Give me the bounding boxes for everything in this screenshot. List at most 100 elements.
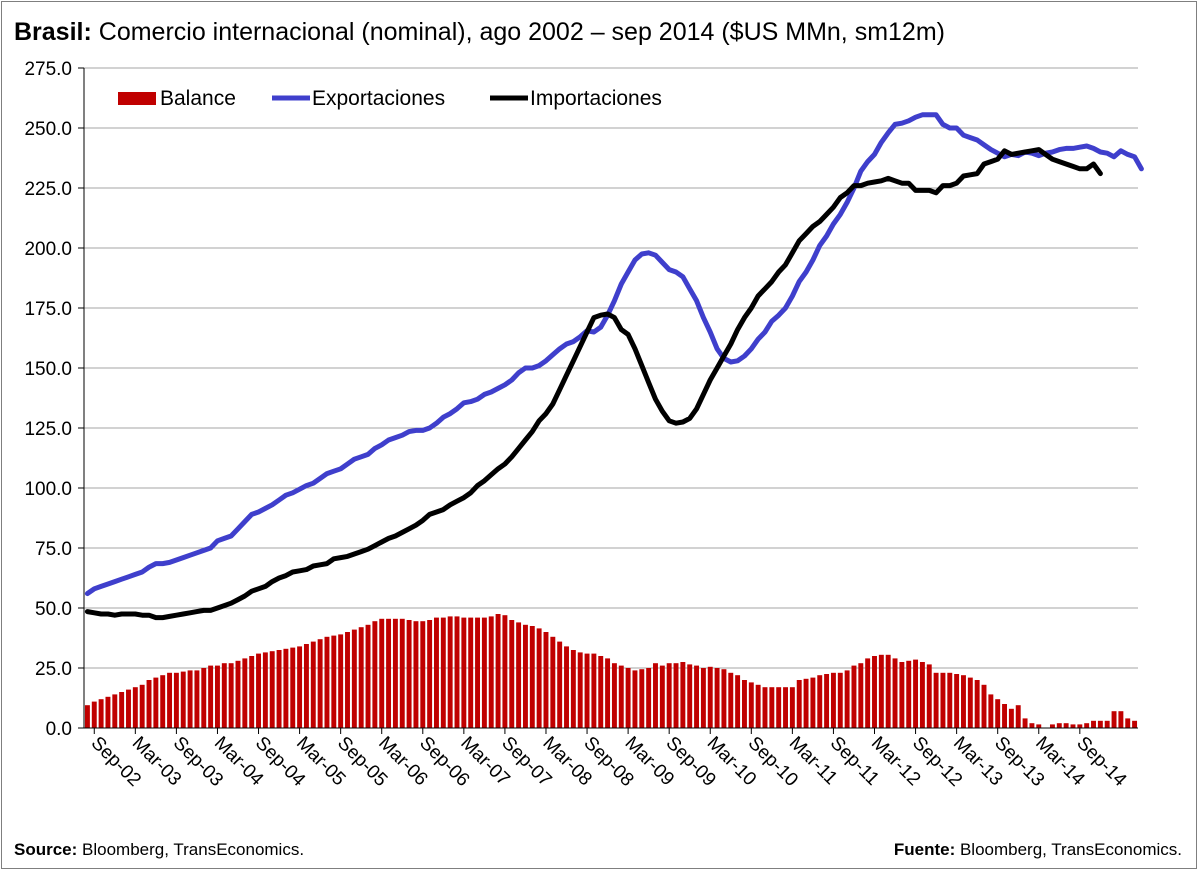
balance-bar <box>543 632 549 728</box>
balance-bar <box>194 670 200 728</box>
balance-bar <box>112 694 118 728</box>
balance-bar <box>228 663 234 728</box>
balance-bar <box>755 684 761 728</box>
balance-bar <box>776 687 782 728</box>
balance-bar <box>379 618 385 728</box>
balance-bar <box>536 628 542 728</box>
balance-bar <box>851 665 857 728</box>
balance-bar <box>947 672 953 728</box>
y-tick-label: 0.0 <box>46 719 72 740</box>
y-tick-label: 250.0 <box>24 119 72 140</box>
balance-bar <box>1084 723 1090 728</box>
balance-bar <box>988 694 994 728</box>
balance-bar <box>262 652 268 728</box>
balance-bar <box>324 636 330 728</box>
balance-bar <box>454 616 460 728</box>
balance-bar <box>961 675 966 728</box>
balance-bar <box>509 620 515 728</box>
balance-bar <box>269 651 275 728</box>
balance-bar <box>687 664 693 728</box>
balance-bar <box>584 653 590 728</box>
balance-bar <box>796 680 802 728</box>
y-tick-label: 200.0 <box>24 239 72 260</box>
balance-bar <box>735 675 741 728</box>
balance-bar <box>345 632 350 728</box>
balance-bar <box>297 646 303 728</box>
balance-bar <box>885 654 891 728</box>
fuente-text: Bloomberg, TransEconomics. <box>955 840 1182 859</box>
balance-bar <box>653 663 658 728</box>
gridlines <box>84 67 1138 669</box>
balance-bar <box>919 662 925 728</box>
balance-bar <box>1097 720 1103 728</box>
balance-bar <box>91 701 97 728</box>
balance-bar <box>173 672 179 728</box>
balance-bar <box>707 666 713 728</box>
balance-bar <box>933 672 939 728</box>
balance-bar <box>591 653 597 728</box>
legend-label-imports: Importaciones <box>530 87 662 110</box>
balance-bar <box>605 658 611 728</box>
y-tick-label: 75.0 <box>35 539 72 560</box>
balance-bar <box>858 663 864 728</box>
y-tick-label: 50.0 <box>35 599 72 620</box>
balance-bar <box>762 687 768 728</box>
balance-bar <box>1008 708 1014 728</box>
balance-bar <box>516 622 522 728</box>
balance-bar <box>741 680 747 728</box>
balance-bar <box>1029 723 1035 728</box>
balance-bar <box>940 672 946 728</box>
balance-bar <box>1002 704 1008 728</box>
balance-bar <box>256 653 261 728</box>
balance-bar <box>981 684 987 728</box>
balance-bar <box>830 672 836 728</box>
balance-bar <box>1111 711 1117 728</box>
balance-bar <box>529 626 535 728</box>
balance-bar <box>351 629 357 728</box>
balance-bar <box>358 627 364 728</box>
y-tick-label: 175.0 <box>24 299 72 320</box>
balance-bar <box>1118 711 1124 728</box>
balance-bar <box>180 671 186 728</box>
balance-bar <box>995 699 1001 728</box>
balance-bar <box>721 669 727 728</box>
y-tick-label: 25.0 <box>35 659 72 680</box>
balance-bar <box>317 639 323 728</box>
balance-bar <box>338 634 344 728</box>
balance-bar <box>680 662 686 728</box>
balance-bar <box>372 621 378 728</box>
balance-bar <box>639 669 645 728</box>
balance-bar <box>310 641 316 728</box>
balance-bar <box>728 672 734 728</box>
source-note: Source: Bloomberg, TransEconomics. <box>14 840 304 860</box>
balance-bar <box>913 659 919 728</box>
balance-bar <box>844 670 850 728</box>
legend-swatch-balance <box>118 92 156 105</box>
balance-bar <box>974 680 980 728</box>
balance-bar <box>249 656 255 728</box>
balance-bar <box>481 617 487 728</box>
balance-bar <box>892 658 898 728</box>
balance-bar <box>132 687 138 728</box>
balance-bar <box>748 682 754 728</box>
balance-bar <box>235 660 241 728</box>
balance-bar <box>84 705 90 728</box>
balance-bar <box>105 696 111 728</box>
balance-bar <box>153 677 159 728</box>
legend: Balance Exportaciones Importaciones <box>118 87 662 110</box>
balance-bar <box>434 617 439 728</box>
balance-bar <box>878 654 884 728</box>
balance-bar <box>837 672 843 728</box>
balance-bar <box>1036 724 1042 728</box>
balance-bar <box>632 670 638 728</box>
balance-bar <box>201 668 207 728</box>
balance-bar <box>522 624 528 728</box>
balance-bar <box>872 656 877 728</box>
balance-bar <box>625 668 631 728</box>
balance-bar <box>160 675 166 728</box>
balance-bar <box>1132 720 1138 728</box>
balance-bar <box>666 663 672 728</box>
y-tick-label: 225.0 <box>24 179 72 200</box>
fuente-label: Fuente: <box>893 840 956 859</box>
balance-bar <box>899 662 905 728</box>
